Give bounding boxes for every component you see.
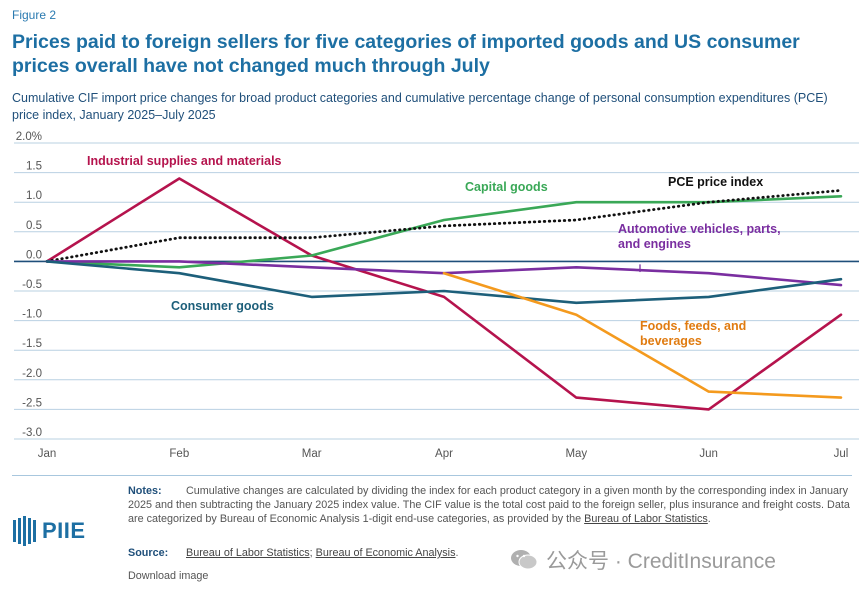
watermark-text: 公众号 · CreditInsurance: [546, 550, 776, 573]
source-label: Source:: [128, 547, 169, 559]
source-bls-link[interactable]: Bureau of Labor Statistics: [186, 547, 310, 559]
x-tick-label: Apr: [435, 448, 453, 460]
series-label: beverages: [640, 334, 702, 348]
logo-text: PIIE: [42, 518, 86, 543]
x-tick-label: Jul: [834, 448, 849, 460]
y-axis-tick-labels: 2.0% 1.5 1.0 0.5 0.0 -0.5 -1.0 -1.5 -2.0 -2.5 -3.0: [16, 131, 42, 439]
series-label: Consumer goods: [171, 299, 274, 313]
series-label: Foods, feeds, and: [640, 319, 746, 333]
y-tick-label: -0.5: [22, 279, 42, 291]
series-label: Industrial supplies and materials: [87, 154, 282, 168]
notes-label: Notes:: [128, 485, 162, 497]
wechat-icon: [511, 550, 538, 570]
x-tick-label: Feb: [169, 448, 189, 460]
watermark: 公众号 · CreditInsurance: [510, 545, 776, 575]
x-tick-label: Jun: [699, 448, 718, 460]
series-line: [45, 177, 843, 411]
piie-columns-icon: [13, 516, 36, 546]
y-tick-label: 0.0: [26, 249, 42, 261]
series-line: [45, 260, 843, 305]
series-label: PCE price index: [668, 175, 763, 189]
source-end: .: [455, 547, 459, 559]
y-tick-label: -1.0: [22, 309, 42, 321]
y-tick-label: 1.0: [26, 190, 42, 202]
y-tick-label: -1.5: [22, 338, 42, 350]
series-lines: [45, 177, 843, 411]
source-bea-link[interactable]: Bureau of Economic Analysis: [315, 547, 456, 559]
x-tick-label: Mar: [302, 448, 322, 460]
series-line: [45, 189, 843, 263]
series-label: Capital goods: [465, 180, 548, 194]
series-labels: Industrial supplies and materials Capital…: [87, 154, 781, 348]
line-chart: 2.0% 1.5 1.0 0.5 0.0 -0.5 -1.0 -1.5 -2.0 -2.5 -3.0…: [14, 131, 859, 460]
x-tick-label: May: [565, 448, 587, 460]
source-line: Source: Bureau of Labor Statistics; Burea…: [128, 547, 458, 559]
y-tick-label: -2.0: [22, 368, 42, 380]
x-axis-tick-labels: Jan Feb Mar Apr May Jun Jul: [38, 448, 849, 460]
figure-label: Figure 2: [12, 8, 57, 22]
notes-bls-link[interactable]: Bureau of Labor Statistics: [584, 512, 708, 525]
y-tick-label: 2.0%: [16, 131, 42, 143]
y-tick-label: 1.5: [26, 161, 42, 173]
notes: Notes: Cumulative changes are calculated …: [128, 485, 858, 526]
notes-text: Cumulative changes are calculated by div…: [128, 485, 850, 525]
y-tick-label: -2.5: [22, 397, 42, 409]
series-label: Automotive vehicles, parts,: [618, 222, 781, 236]
notes-end: .: [707, 512, 711, 525]
download-image-link[interactable]: Download image: [128, 570, 209, 582]
y-tick-label: -3.0: [22, 427, 42, 439]
x-tick-label: Jan: [38, 448, 57, 460]
footer-divider: [12, 475, 852, 476]
series-label: and engines: [618, 237, 691, 251]
series-line: [442, 271, 843, 399]
y-tick-label: 0.5: [26, 220, 42, 232]
source-separator: ;: [309, 547, 316, 559]
piie-logo: PIIE: [12, 516, 86, 546]
chart-subtitle: Cumulative CIF import price changes for …: [12, 91, 828, 122]
chart-title: Prices paid to foreign sellers for five …: [12, 31, 800, 77]
